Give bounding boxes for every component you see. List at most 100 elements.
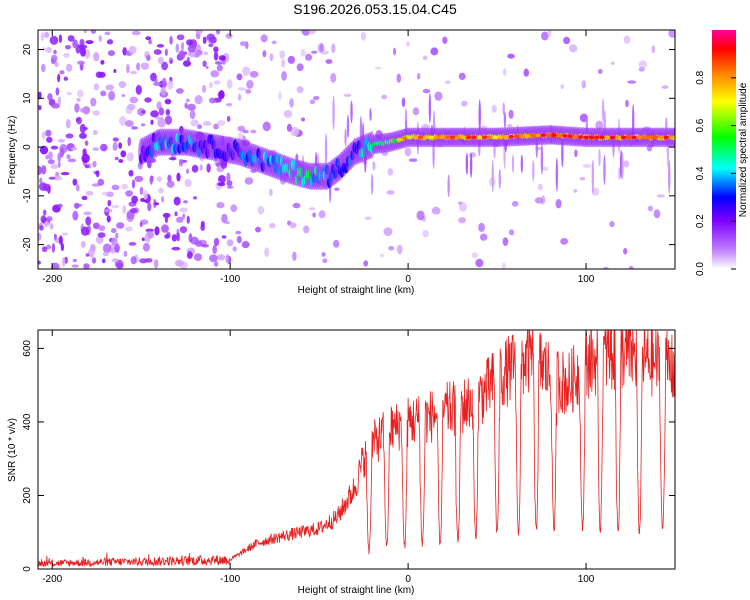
noise-cell [221, 235, 227, 239]
noise-cell [97, 178, 105, 186]
noise-cell [213, 80, 221, 85]
noise-cell [182, 200, 189, 204]
noise-cell [130, 70, 138, 75]
noise-cell [157, 56, 164, 65]
noise-cell [140, 62, 150, 70]
y-tick-label: 600 [22, 340, 33, 357]
noise-cell [161, 77, 167, 87]
noise-cell [139, 258, 148, 264]
noise-cell [153, 49, 162, 55]
noise-cell [199, 164, 203, 171]
noise-cell [39, 145, 49, 155]
spectrogram-y-label: Frequency (Hz) [7, 116, 18, 185]
noise-cell [296, 86, 304, 94]
noise-cell [208, 97, 217, 104]
x-tick-label: -200 [42, 274, 62, 285]
noise-cell [111, 184, 120, 191]
noise-cell [76, 98, 81, 102]
noise-cell [225, 33, 233, 39]
noise-cell [50, 145, 59, 150]
noise-cell [511, 200, 519, 207]
noise-cell [205, 66, 209, 70]
noise-cell [107, 50, 116, 57]
noise-cell [102, 191, 108, 196]
noise-cell [104, 208, 113, 213]
noise-cell [215, 162, 220, 167]
noise-cell [161, 196, 165, 203]
noise-cell [226, 185, 234, 189]
noise-cell [303, 225, 310, 234]
noise-cell [244, 177, 254, 185]
ridge-core [460, 135, 466, 140]
y-tick-label: 0 [22, 144, 33, 150]
noise-cell [104, 31, 111, 36]
noise-cell [173, 196, 181, 206]
noise-cell [343, 93, 352, 97]
noise-cell [76, 116, 82, 125]
spectrogram-y-axis: -20 -10 0 10 20 [22, 44, 675, 252]
noise-cell [49, 35, 59, 45]
noise-cell [47, 159, 55, 165]
noise-cell [502, 68, 507, 76]
noise-cell [77, 60, 85, 65]
streak-cell [520, 154, 524, 174]
noise-cell [171, 234, 178, 242]
noise-cell [194, 240, 203, 247]
streak-cell [469, 152, 473, 178]
noise-cell [65, 133, 74, 139]
noise-cell [216, 120, 226, 126]
ridge-core [626, 135, 632, 140]
noise-cell [178, 50, 186, 60]
noise-cell [300, 117, 306, 122]
noise-cell [242, 66, 251, 76]
spectrogram-frame [37, 29, 676, 270]
noise-cell [127, 136, 131, 147]
ridge-core [610, 135, 616, 140]
noise-cell [158, 107, 165, 116]
noise-cell [408, 158, 418, 162]
ridge-core [412, 135, 418, 140]
noise-cell [57, 138, 65, 143]
noise-cell [334, 187, 340, 191]
noise-cell [57, 203, 63, 208]
x-tick-label: -100 [220, 274, 240, 285]
noise-cell [127, 103, 136, 111]
noise-cell [150, 119, 154, 125]
noise-cell [537, 183, 543, 191]
noise-cell [46, 136, 53, 143]
noise-cell [506, 124, 513, 128]
noise-cell [114, 156, 119, 161]
noise-cell [66, 91, 72, 96]
noise-cell [401, 97, 406, 108]
spectrogram-x-axis: -200 -100 0 100 [42, 30, 595, 285]
noise-cell [100, 90, 107, 97]
noise-cell [64, 44, 71, 50]
noise-cell [422, 88, 431, 94]
ridge-core [578, 135, 584, 139]
noise-cell [131, 195, 138, 204]
noise-cell [201, 244, 209, 248]
ridge-core [535, 133, 541, 138]
noise-cell [195, 30, 204, 35]
noise-cell [237, 125, 246, 132]
colorbar-tick-label: 0.6 [695, 118, 706, 132]
noise-cell [502, 262, 506, 269]
noise-cell [50, 58, 56, 65]
noise-cell [507, 53, 515, 59]
noise-cell [218, 174, 226, 184]
noise-cell [164, 213, 169, 224]
ridge-core [572, 134, 578, 139]
noise-cell [135, 84, 142, 95]
noise-cell [296, 63, 304, 72]
noise-cell [53, 175, 63, 181]
noise-cell [502, 237, 509, 247]
ridge-core [588, 135, 594, 140]
noise-cell [246, 79, 254, 89]
noise-cell [325, 59, 333, 64]
noise-cell [213, 123, 219, 130]
noise-cell [628, 265, 634, 269]
noise-cell [241, 241, 250, 249]
noise-cell [216, 64, 224, 72]
noise-cell [167, 80, 174, 90]
